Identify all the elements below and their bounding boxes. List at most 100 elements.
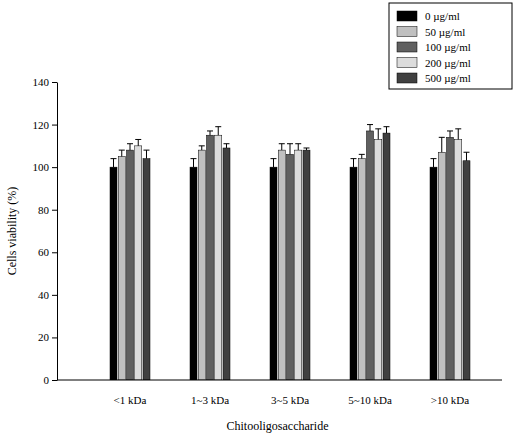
error-bar <box>295 144 301 150</box>
error-cap <box>303 147 309 148</box>
error-bar <box>191 159 197 168</box>
bar <box>118 157 125 381</box>
y-tick: 120 <box>33 119 58 131</box>
error-stem <box>433 159 434 168</box>
y-axis-title: Cells viability (%) <box>5 187 19 276</box>
bar <box>206 135 213 380</box>
y-tick: 100 <box>33 161 58 173</box>
error-stem <box>113 159 114 168</box>
x-tick: 3~5 kDa <box>271 380 309 406</box>
error-cap <box>191 158 197 159</box>
bar <box>190 167 197 380</box>
bar <box>126 150 133 380</box>
bar <box>278 150 285 380</box>
bar <box>198 150 205 380</box>
bar <box>295 150 302 380</box>
legend-label: 50 µg/ml <box>425 26 465 38</box>
error-cap <box>135 139 141 140</box>
y-tick-label: 40 <box>38 289 50 301</box>
y-tick: 0 <box>44 374 58 386</box>
error-cap <box>295 143 301 144</box>
error-bar <box>127 144 133 150</box>
legend-label: 0 µg/ml <box>425 10 460 22</box>
error-cap <box>223 143 229 144</box>
y-tick-mark <box>52 167 57 168</box>
error-stem <box>290 144 291 155</box>
bar <box>375 139 382 380</box>
error-stem <box>378 129 379 140</box>
legend-label: 200 µg/ml <box>425 57 471 69</box>
error-cap <box>367 124 373 125</box>
error-bar <box>143 150 149 159</box>
bar <box>350 167 357 380</box>
y-tick-mark <box>52 295 57 296</box>
error-bar <box>383 127 389 133</box>
x-tick: >10 kDa <box>431 380 469 406</box>
error-stem <box>458 129 459 140</box>
error-bar <box>375 129 381 140</box>
error-bar <box>439 137 445 152</box>
y-tick-mark <box>52 125 57 126</box>
x-tick: <1 kDa <box>114 380 147 406</box>
error-cap <box>463 152 469 153</box>
bar <box>430 167 437 380</box>
error-bar <box>431 159 437 168</box>
y-tick-label: 0 <box>44 374 50 386</box>
bar <box>135 146 142 380</box>
chart: 020406080100120140<1 kDa1~3 kDa3~5 kDa5~… <box>0 0 522 446</box>
error-bar <box>279 144 285 150</box>
bar <box>215 135 222 380</box>
y-tick-label: 80 <box>38 204 50 216</box>
error-stem <box>466 152 467 161</box>
error-cap <box>279 143 285 144</box>
x-tick-label: 5~10 kDa <box>348 394 392 406</box>
y-tick: 60 <box>38 246 57 258</box>
error-stem <box>146 150 147 159</box>
error-stem <box>218 127 219 136</box>
error-bar <box>359 154 365 158</box>
error-cap <box>431 158 437 159</box>
bar <box>358 159 365 380</box>
legend-swatch <box>397 27 417 37</box>
error-stem <box>273 159 274 168</box>
error-bar <box>455 129 461 140</box>
legend: 0 µg/ml 50 µg/ml 100 µg/ml 200 µg/ml 500 µg/… <box>389 3 512 89</box>
error-bar <box>367 125 373 131</box>
error-stem <box>226 144 227 148</box>
error-cap <box>119 150 125 151</box>
error-stem <box>353 159 354 168</box>
error-cap <box>271 158 277 159</box>
error-bar <box>119 150 125 156</box>
error-stem <box>201 146 202 150</box>
error-cap <box>111 158 117 159</box>
error-cap <box>447 130 453 131</box>
x-tick-label: 1~3 kDa <box>191 394 229 406</box>
error-cap <box>351 158 357 159</box>
bar <box>446 137 453 380</box>
error-bar <box>207 131 213 135</box>
y-tick-mark <box>52 82 57 83</box>
legend-label: 500 µg/ml <box>425 72 471 84</box>
y-tick: 20 <box>38 331 57 343</box>
x-axis: <1 kDa 1~3 kDa 3~5 kDa 5~10 kDa >10 kDa <box>114 380 470 406</box>
error-stem <box>450 131 451 137</box>
error-bar <box>351 159 357 168</box>
legend-label: 100 µg/ml <box>425 41 471 53</box>
error-cap <box>207 130 213 131</box>
error-stem <box>193 159 194 168</box>
y-tick-label: 60 <box>38 246 50 258</box>
legend-swatch <box>397 73 417 83</box>
bar <box>143 159 150 380</box>
error-stem <box>361 154 362 158</box>
error-stem <box>441 137 442 152</box>
bar <box>286 154 293 380</box>
legend-swatch <box>397 11 417 21</box>
error-cap <box>359 154 365 155</box>
x-axis-title: Chitooligosaccharide <box>227 419 329 433</box>
x-tick-label: <1 kDa <box>114 394 147 406</box>
error-cap <box>439 137 445 138</box>
bar <box>110 167 117 380</box>
error-stem <box>386 127 387 133</box>
y-tick-label: 100 <box>33 161 50 173</box>
error-cap <box>199 145 205 146</box>
